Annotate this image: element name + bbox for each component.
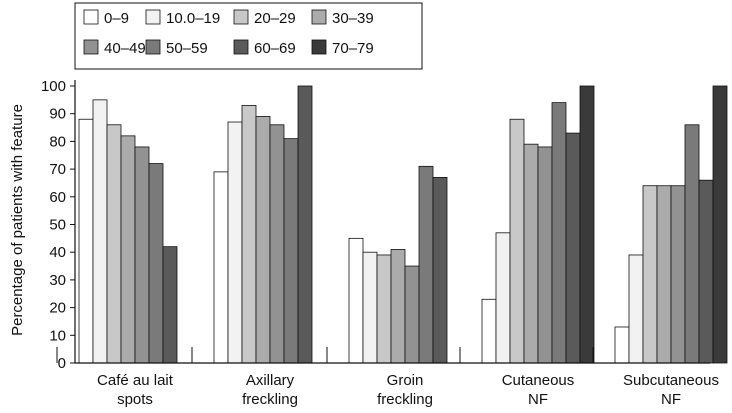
bar (579, 85, 595, 364)
bar (227, 121, 243, 364)
x-category-label: freckling (242, 391, 298, 408)
legend-box (74, 2, 423, 70)
y-tick-label: 80 (49, 133, 66, 150)
x-category-label: Axillary (246, 372, 295, 389)
x-category-label: NF (661, 391, 681, 408)
x-category-label: NF (528, 391, 548, 408)
legend-label: 70–79 (332, 40, 374, 57)
legend-swatch (83, 39, 99, 55)
bar (565, 132, 581, 364)
bar (614, 326, 630, 364)
bar (148, 163, 164, 364)
legend-label: 50–59 (166, 40, 208, 57)
x-category-label: spots (117, 391, 153, 408)
x-category-label: Café au lait (97, 372, 174, 389)
bar (481, 298, 497, 364)
y-axis: 0 10 20 30 40 50 60 70 80 90 100 (41, 78, 76, 372)
x-axis: Café au lait spots Axillary freckling Groin f… (56, 347, 719, 408)
bar (712, 85, 728, 364)
bar (523, 143, 539, 364)
y-tick-label: 90 (49, 106, 66, 123)
legend-label: 60–69 (254, 40, 296, 57)
y-tick-label: 20 (49, 300, 66, 317)
bar (642, 185, 658, 364)
legend: 0–9 10.0–19 20–29 30–39 40–49 50–59 60–69 70–79 (74, 2, 423, 70)
x-category-label: Subcutaneous (623, 372, 719, 389)
bar (255, 116, 271, 364)
bar (162, 246, 178, 364)
bar (404, 265, 420, 364)
bar (537, 146, 553, 364)
y-tick-label: 70 (49, 161, 66, 178)
bar (656, 185, 672, 364)
bar (106, 124, 122, 364)
x-category-label: Groin (387, 372, 424, 389)
y-tick-label: 60 (49, 189, 66, 206)
y-tick-label: 40 (49, 244, 66, 261)
legend-swatch (233, 9, 249, 25)
x-category-label: freckling (377, 391, 433, 408)
legend-swatch (83, 9, 99, 25)
bar (241, 104, 257, 364)
legend-label: 10.0–19 (166, 10, 220, 27)
bar (418, 165, 434, 364)
y-axis-label: Percentage of patients with feature (9, 104, 26, 336)
legend-label: 30–39 (332, 10, 374, 27)
y-tick-label: 30 (49, 272, 66, 289)
x-category-label: Cutaneous (502, 372, 575, 389)
y-tick-label: 50 (49, 217, 66, 234)
bar (78, 118, 94, 364)
bar (551, 102, 567, 364)
y-tick-label: 100 (41, 78, 66, 95)
bar (348, 237, 364, 364)
legend-swatch (145, 9, 161, 25)
bar (297, 85, 313, 364)
bar (390, 249, 406, 364)
bar (509, 118, 525, 364)
bar (134, 146, 150, 364)
bar (628, 254, 644, 364)
legend-label: 20–29 (254, 10, 296, 27)
bar (495, 232, 511, 364)
bar (376, 254, 392, 364)
bar (432, 177, 448, 364)
bar (213, 171, 229, 364)
bars (78, 85, 728, 364)
y-tick-label: 0 (58, 355, 66, 372)
legend-swatch (311, 9, 327, 25)
legend-swatch (145, 39, 161, 55)
bar (92, 99, 108, 364)
legend-label: 40–49 (104, 40, 146, 57)
bar (684, 124, 700, 364)
bar (670, 185, 686, 364)
bar (362, 251, 378, 364)
bar (269, 124, 285, 364)
y-tick-label: 10 (49, 327, 66, 344)
legend-swatch (233, 39, 249, 55)
bar (283, 138, 299, 364)
bar (698, 179, 714, 364)
legend-label: 0–9 (104, 10, 129, 27)
legend-swatch (311, 39, 327, 55)
bar (120, 135, 136, 364)
